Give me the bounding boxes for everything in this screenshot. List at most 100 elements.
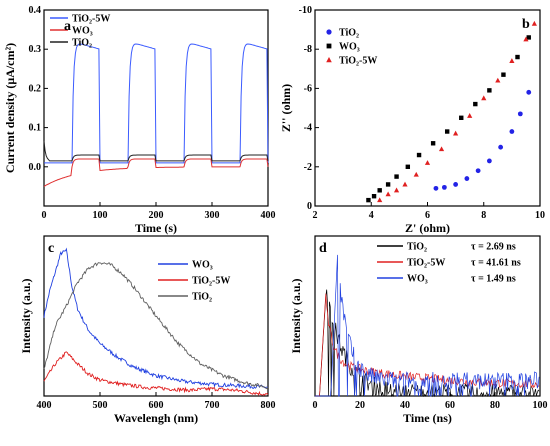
decay-line-1	[315, 293, 540, 397]
data-point	[385, 182, 391, 187]
data-point	[509, 58, 515, 63]
legend-marker	[326, 57, 332, 63]
data-point	[515, 54, 520, 60]
data-point	[486, 158, 492, 164]
x-tick-label: 200	[149, 210, 164, 221]
data-point	[405, 164, 411, 169]
x-axis-label: Z' (ohm)	[405, 221, 450, 235]
data-point	[481, 95, 487, 101]
data-point	[385, 191, 391, 197]
data-point	[424, 160, 431, 165]
data-point	[526, 89, 532, 95]
data-point	[402, 181, 408, 187]
plot-frame	[314, 235, 541, 397]
decay-line-0	[315, 289, 540, 398]
data-point	[487, 88, 492, 93]
data-point	[473, 101, 478, 107]
data-point	[526, 35, 531, 40]
plot-frame	[43, 235, 269, 397]
y-tick-label: 0.0	[29, 162, 42, 173]
data-point	[433, 185, 439, 191]
legend-label: TiO₂-5W	[407, 258, 445, 269]
series-line-1	[43, 158, 269, 187]
x-axis-label: Time (ns)	[403, 411, 452, 425]
y-axis-label: Z'' (ohm)	[279, 84, 293, 132]
data-point	[366, 197, 371, 203]
decay-line-2	[315, 254, 540, 397]
y-axis-label: Current density (μA/cm²)	[3, 43, 17, 173]
series-line-0	[44, 43, 269, 164]
plot-frame	[314, 9, 541, 207]
data-point	[459, 115, 464, 120]
panel-b: 0 -2 -4 -6 -8 -10 2 4 6 8 10 Z' (ohm) Z'' (ohm) TiO₂ W…	[279, 5, 545, 235]
legend-label: WO₃	[407, 274, 428, 285]
data-point	[531, 20, 537, 26]
data-point	[438, 146, 445, 152]
legend-label: TiO₂	[339, 28, 359, 39]
y-tick-label: 0	[307, 201, 312, 212]
legend-label: TiO₂-5W	[192, 276, 230, 287]
data-point	[441, 184, 447, 190]
y-tick-label: -4	[304, 123, 312, 134]
data-point	[464, 176, 470, 181]
y-tick-label: 0.3	[29, 44, 42, 55]
y-axis-label: Intensity (a.u.)	[19, 278, 33, 353]
panel-label: c	[48, 241, 54, 256]
x-tick-label: 400	[37, 400, 52, 411]
x-tick-label: 20	[355, 400, 365, 411]
y-tick-label: -10	[299, 5, 312, 16]
data-point	[453, 130, 459, 136]
y-tick-label: -6	[304, 83, 312, 94]
panel-d: 0 20 40 60 80 100 Time (ns) Intensity (a.u.) TiO…	[289, 235, 548, 425]
spectrum-line-1	[43, 351, 269, 396]
x-tick-label: 2	[313, 210, 318, 221]
data-point	[501, 72, 506, 77]
y-tick-label: -2	[304, 162, 312, 173]
data-point	[498, 144, 504, 150]
x-tick-label: 100	[533, 400, 548, 411]
spectrum-line-0	[43, 247, 269, 389]
panel-c: 400 500 600 700 800 Wavelengh (nm) Intensity (…	[19, 235, 276, 425]
y-tick-label: -8	[304, 44, 312, 55]
y-tick-label: 0.1	[29, 123, 42, 134]
legend-label: TiO₂-5W	[72, 14, 110, 25]
x-tick-label: 8	[481, 210, 486, 221]
panel-a: 0.0 0.1 0.2 0.3 0.4 0 100 200 300 400 Time (s) Curr…	[3, 5, 276, 235]
data-point	[495, 77, 501, 83]
legend-label: WO₃	[192, 260, 213, 271]
data-point	[430, 141, 436, 146]
lifetime-label: τ = 2.69 ns	[471, 242, 516, 253]
data-point	[523, 36, 529, 42]
panel-label: b	[522, 17, 530, 32]
legend-label: TiO₂-5W	[339, 56, 377, 67]
x-tick-label: 60	[445, 400, 455, 411]
data-point	[377, 197, 383, 203]
data-point	[475, 168, 481, 174]
legend-label: TiO₂	[407, 242, 427, 253]
data-point	[509, 129, 515, 134]
lifetime-label: τ = 1.49 ns	[471, 274, 516, 285]
x-tick-label: 500	[93, 400, 108, 411]
lifetime-label: τ = 41.61 ns	[471, 258, 521, 269]
x-tick-label: 700	[205, 400, 220, 411]
legend-label: WO₃	[339, 42, 360, 53]
x-tick-label: 400	[261, 210, 276, 221]
x-axis-label: Time (s)	[135, 221, 177, 235]
data-point	[416, 152, 422, 158]
data-point	[413, 171, 419, 177]
x-tick-label: 0	[42, 210, 47, 221]
y-axis-label: Intensity (a.u.)	[289, 278, 303, 353]
legend-label: TiO₂	[192, 292, 212, 303]
data-point	[393, 187, 400, 193]
data-point	[517, 111, 523, 117]
x-tick-label: 4	[369, 210, 374, 221]
x-tick-label: 80	[490, 400, 500, 411]
legend-marker	[326, 29, 332, 35]
data-point	[371, 194, 377, 199]
x-tick-label: 100	[93, 210, 108, 221]
x-tick-label: 10	[535, 210, 545, 221]
x-axis-label: Wavelengh (nm)	[114, 411, 198, 425]
spectrum-line-2	[43, 262, 269, 390]
data-point	[453, 182, 459, 187]
y-tick-label: 0.4	[29, 5, 42, 16]
